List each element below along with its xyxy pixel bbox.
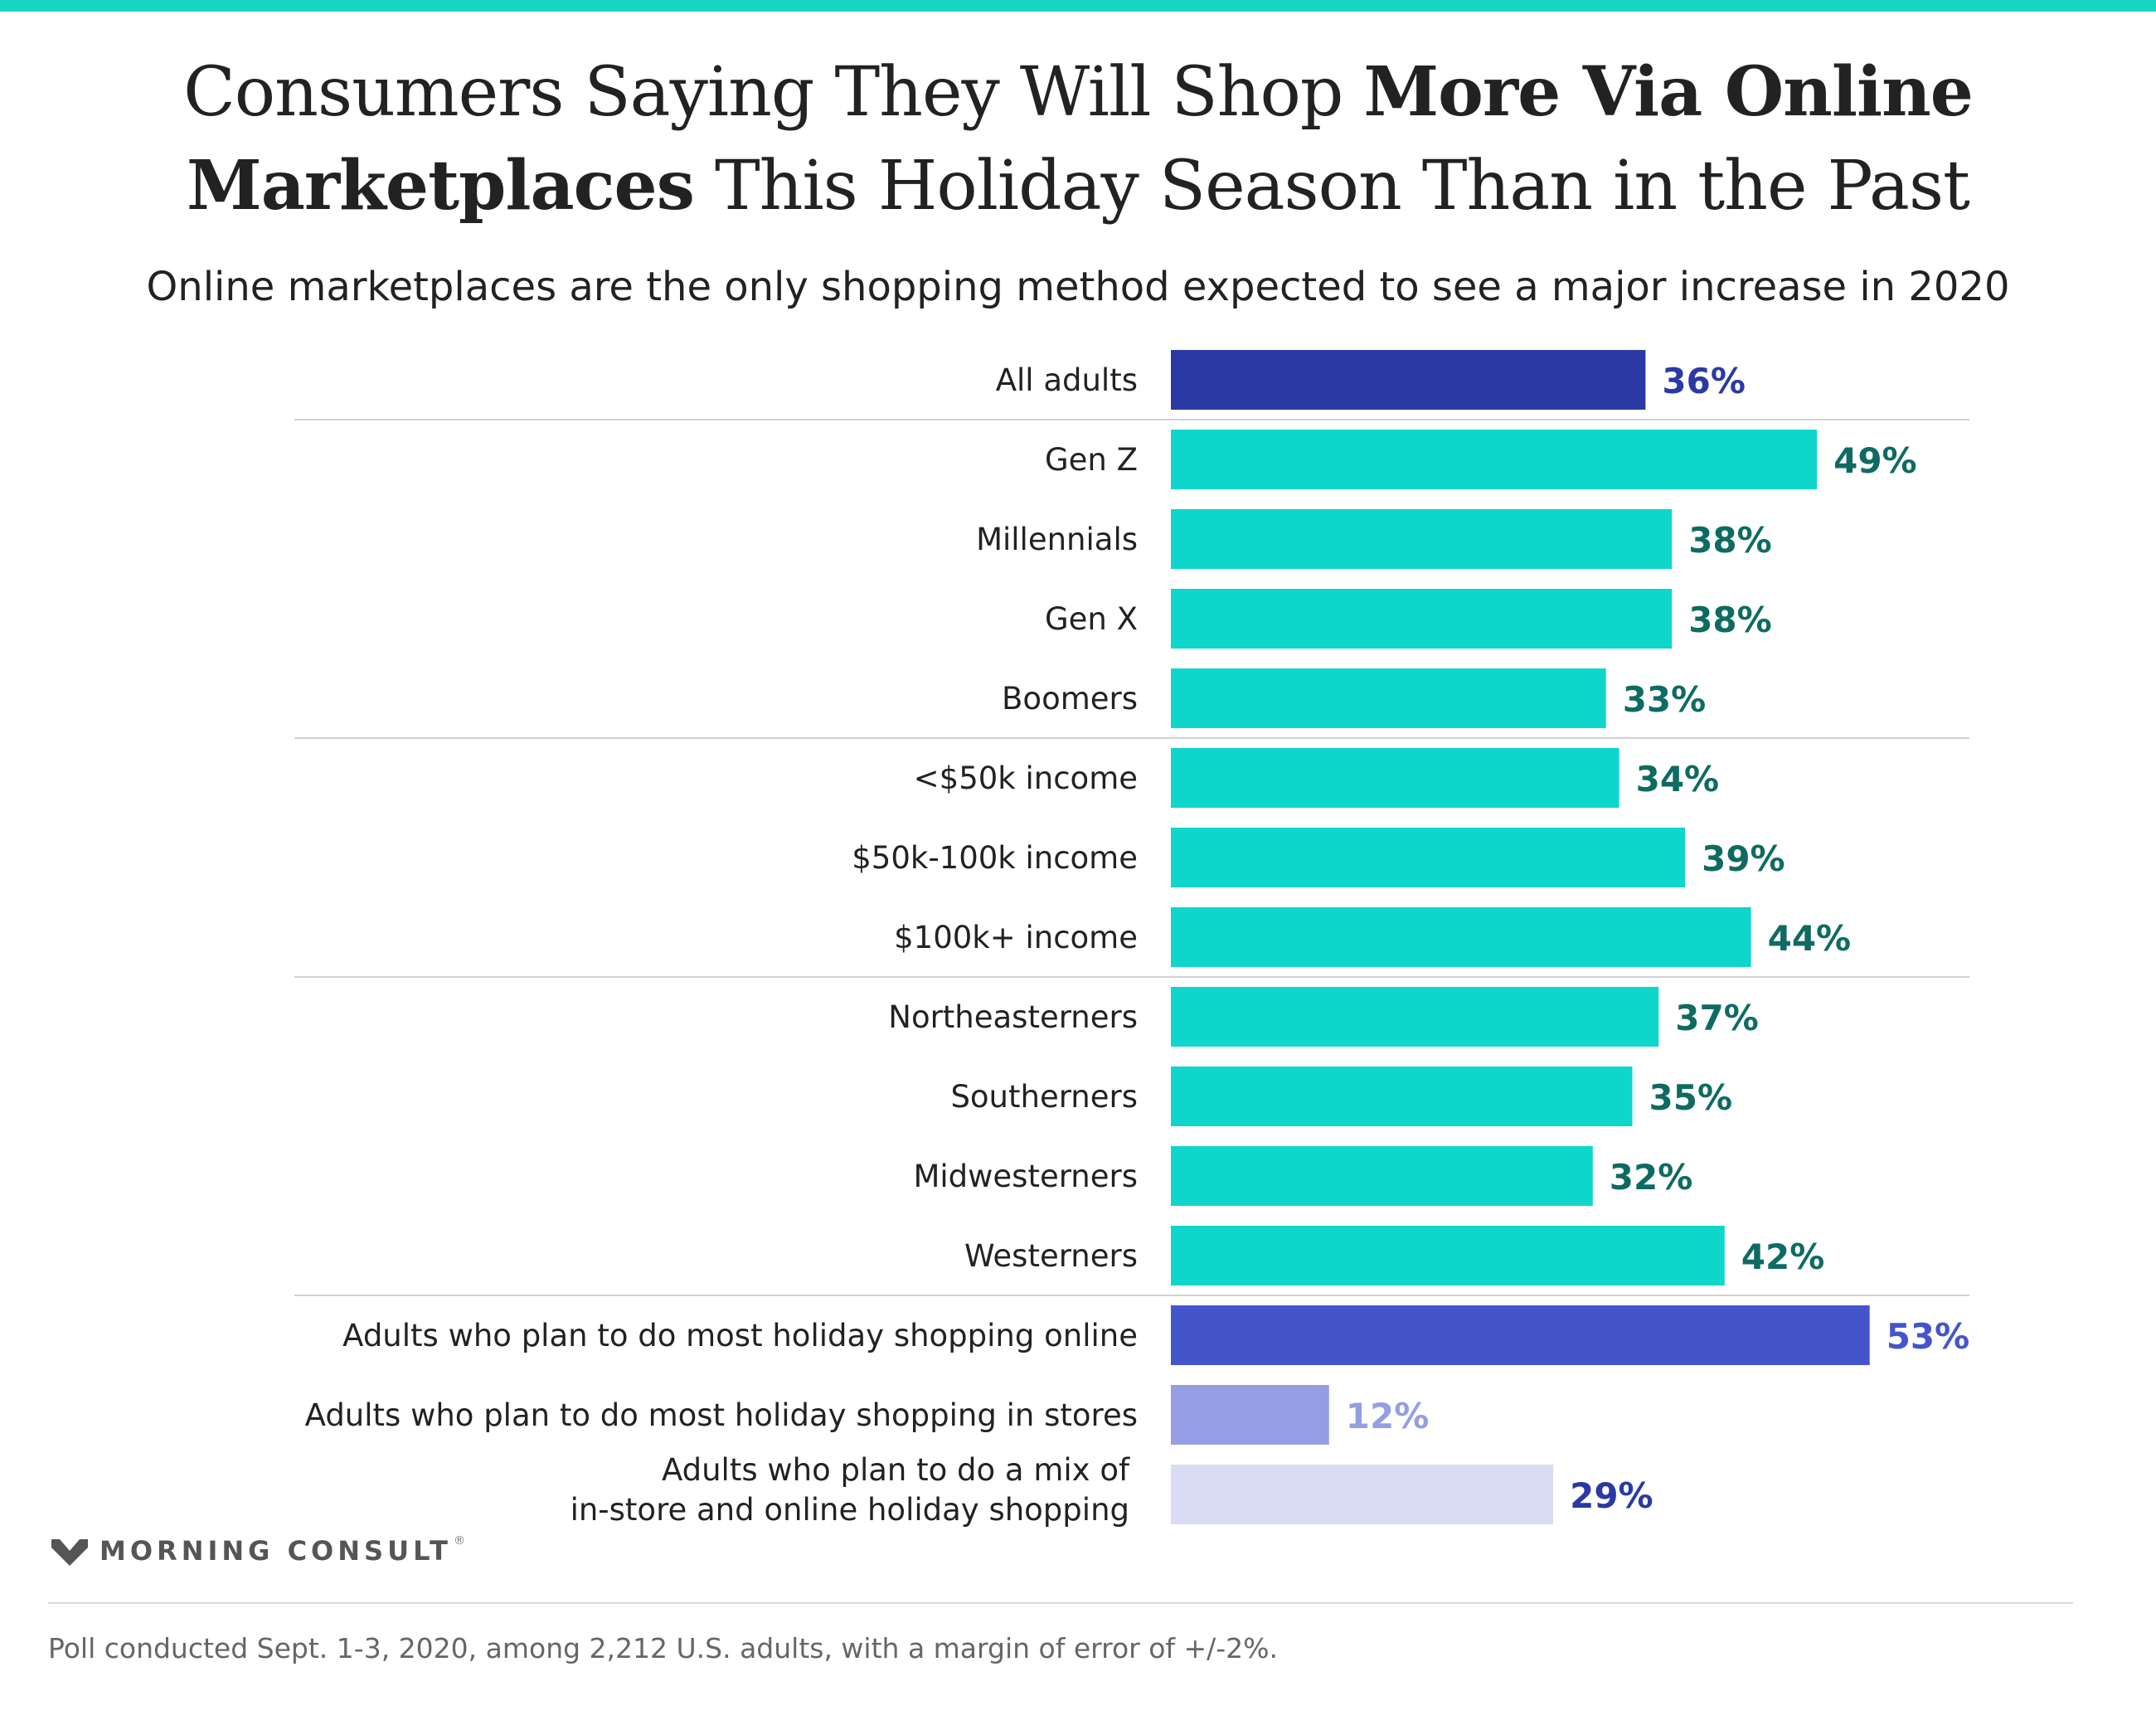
category-label-13: Adults who plan to do most holiday shopp…	[305, 1397, 1138, 1433]
category-label-2: Millennials	[976, 522, 1138, 557]
category-label-3: Gen X	[1045, 601, 1138, 637]
bar-13	[1171, 1385, 1329, 1445]
footnote: Poll conducted Sept. 1-3, 2020, among 2,…	[48, 1632, 1279, 1664]
brand-logo: MORNING CONSULT ®	[51, 1530, 465, 1572]
category-label-8: Northeasterners	[888, 999, 1138, 1035]
category-label-14: Adults who plan to do a mix of in-store a…	[571, 1452, 1130, 1528]
value-label-2: 38%	[1688, 520, 1772, 561]
bar-8	[1171, 987, 1659, 1047]
value-label-8: 37%	[1675, 998, 1759, 1038]
category-label-10: Midwesterners	[913, 1159, 1138, 1194]
value-label-1: 49%	[1833, 440, 1917, 481]
title-text-bold-2: Marketplaces	[187, 146, 695, 226]
bar-chart: 36% All adults 49% Gen Z 38% Millennials 38% Ge…	[294, 350, 1970, 1528]
category-label-9: Southerners	[950, 1079, 1138, 1115]
bar-10	[1171, 1146, 1593, 1206]
value-label-6: 39%	[1702, 838, 1785, 879]
brand-registered-mark: ®	[453, 1534, 465, 1548]
value-label-14: 29%	[1570, 1475, 1653, 1516]
bar-14	[1171, 1465, 1554, 1524]
morning-consult-logo-icon	[51, 1539, 88, 1566]
bar-12	[1171, 1305, 1870, 1365]
value-label-4: 33%	[1623, 679, 1707, 720]
chart-title: Consumers Saying They Will Shop More Via…	[0, 46, 2156, 233]
value-label-13: 12%	[1346, 1396, 1430, 1436]
category-label-7: $100k+ income	[894, 920, 1138, 955]
bar-1	[1171, 430, 1818, 489]
footer-divider	[48, 1602, 2073, 1604]
chart-subtitle: Online marketplaces are the only shoppin…	[146, 264, 2010, 310]
top-accent-stripe	[0, 0, 2156, 12]
title-text-regular-1: Consumers Saying They Will Shop	[183, 53, 1364, 132]
value-label-12: 53%	[1886, 1316, 1970, 1357]
bar-7	[1171, 907, 1751, 967]
bar-4	[1171, 668, 1606, 728]
category-label-6: $50k-100k income	[852, 840, 1138, 876]
value-label-9: 35%	[1649, 1077, 1733, 1118]
bar-2	[1171, 509, 1673, 569]
category-label-12: Adults who plan to do most holiday shopp…	[342, 1318, 1138, 1353]
bar-11	[1171, 1226, 1725, 1285]
bar-3	[1171, 589, 1673, 649]
bar-5	[1171, 748, 1619, 808]
value-label-0: 36%	[1662, 361, 1746, 401]
bar-6	[1171, 828, 1686, 887]
value-label-5: 34%	[1636, 759, 1720, 799]
category-label-0: All adults	[996, 362, 1138, 398]
title-text-bold-1: More Via Online	[1363, 52, 1974, 132]
value-label-7: 44%	[1768, 918, 1852, 959]
brand-name: MORNING CONSULT	[100, 1535, 452, 1567]
title-text-regular-2: This Holiday Season Than in the Past	[693, 147, 1970, 226]
category-label-11: Westerners	[964, 1238, 1138, 1274]
value-label-11: 42%	[1741, 1237, 1825, 1277]
category-label-1: Gen Z	[1045, 442, 1138, 478]
category-label-5: <$50k income	[914, 760, 1138, 796]
category-label-4: Boomers	[1002, 681, 1138, 717]
bar-0	[1171, 350, 1646, 410]
value-label-10: 32%	[1610, 1157, 1693, 1198]
title-line-1: Consumers Saying They Will Shop More Via…	[0, 46, 2156, 139]
bar-9	[1171, 1067, 1633, 1126]
title-line-2: Marketplaces This Holiday Season Than in…	[0, 139, 2156, 233]
value-label-3: 38%	[1688, 600, 1772, 640]
